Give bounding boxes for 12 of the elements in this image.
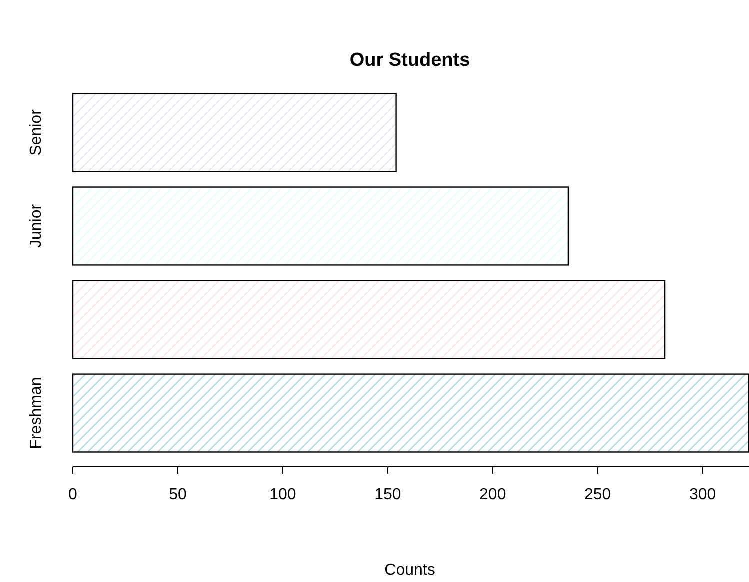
y-tick-label: Freshman bbox=[28, 377, 45, 450]
y-tick-label: Junior bbox=[28, 204, 45, 248]
x-tick-label: 200 bbox=[480, 486, 506, 504]
x-axis-title: Counts bbox=[384, 562, 436, 579]
chart-title: Our Students bbox=[350, 50, 470, 71]
x-tick-label: 0 bbox=[68, 486, 78, 504]
x-tick-label: 250 bbox=[584, 486, 612, 504]
y-tick-label: Senior bbox=[28, 108, 45, 156]
x-tick-label: 100 bbox=[270, 486, 296, 504]
x-tick-label: 150 bbox=[374, 486, 402, 504]
x-tick-label: 300 bbox=[689, 486, 716, 504]
x-tick-label: 50 bbox=[169, 486, 187, 504]
